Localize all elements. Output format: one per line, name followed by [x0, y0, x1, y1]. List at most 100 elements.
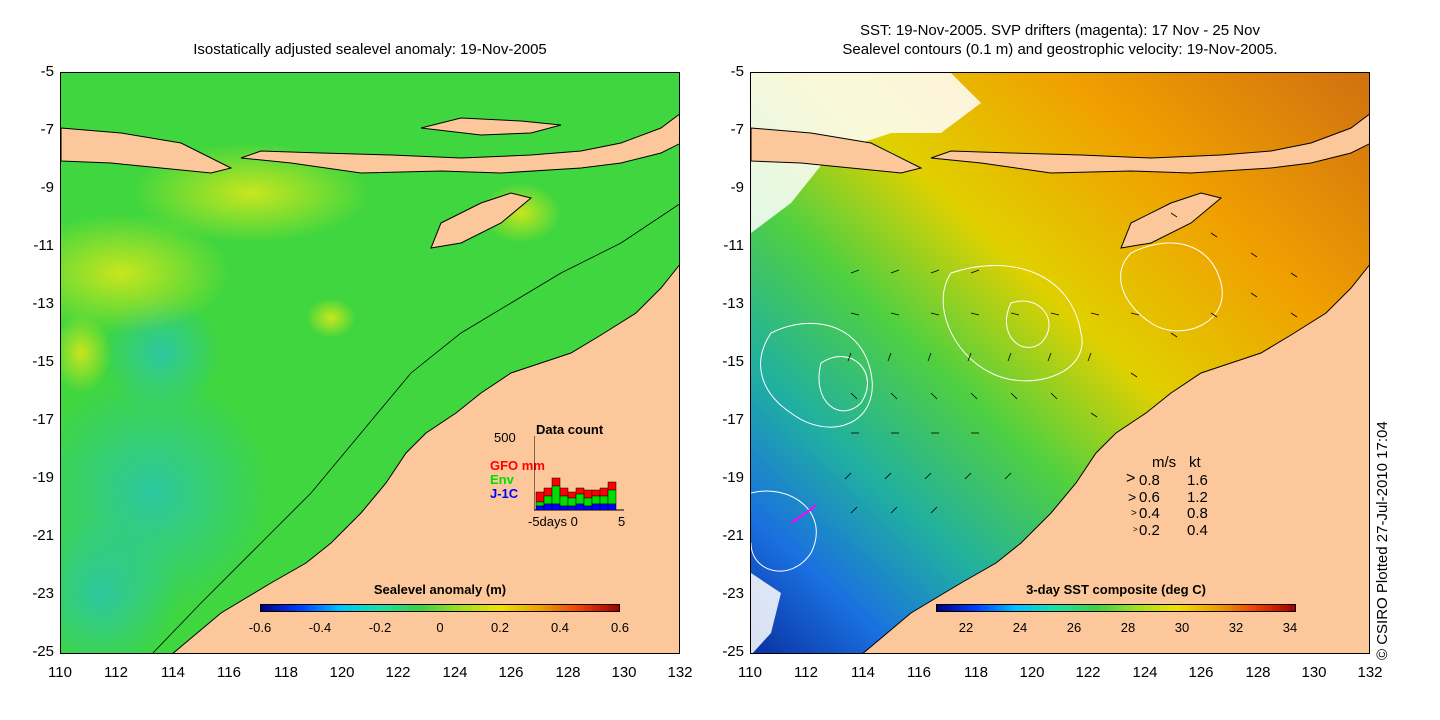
sealevel-anomaly-map[interactable] [60, 72, 680, 654]
x-tick-label: 112 [794, 664, 818, 681]
y-tick-label: -7 [40, 121, 54, 138]
java-island [61, 127, 233, 174]
legend-kt: 1.6 [1187, 472, 1208, 489]
legend-kt: 0.8 [1187, 505, 1208, 522]
svp-drifter-track [790, 504, 817, 524]
x-tick-label: 130 [1301, 664, 1327, 681]
timor-island [430, 192, 533, 249]
right-panel-title-line1: SST: 19-Nov-2005. SVP drifters (magenta)… [860, 22, 1260, 39]
data-count-bars [534, 436, 624, 511]
x-tick-label: 116 [907, 664, 931, 681]
australia-landmass [172, 264, 679, 653]
y-tick-label: -11 [723, 237, 744, 254]
y-tick-label: -15 [722, 353, 744, 370]
inset-ymax: 500 [494, 430, 516, 445]
x-tick-label: 118 [964, 664, 988, 681]
colorbar-tick: 0.4 [550, 620, 570, 635]
legend-ms: 0.8 [1139, 472, 1160, 489]
colorbar-tick: -0.4 [308, 620, 332, 635]
legend-header-ms: m/s [1152, 454, 1177, 471]
sealevel-colorbar [260, 604, 620, 612]
sst-colorbar [936, 604, 1296, 612]
sst-map-svg [751, 73, 1369, 653]
y-tick-label: -23 [32, 585, 54, 602]
y-tick-label: -5 [730, 63, 744, 80]
y-tick-label: -17 [32, 411, 54, 428]
colorbar-tick: 0 [436, 620, 444, 635]
x-tick-label: 126 [498, 664, 524, 681]
y-tick-label: -11 [33, 237, 54, 254]
y-tick-label: -7 [730, 121, 744, 138]
legend-ms: 0.6 [1139, 489, 1160, 506]
y-tick-label: -21 [32, 527, 54, 544]
colorbar-tick: 26 [1066, 620, 1082, 635]
colorbar-tick: 0.2 [490, 620, 510, 635]
shelf-contour [152, 203, 679, 653]
sealevel-colorbar-label: Sealevel anomaly (m) [373, 582, 507, 597]
colorbar-tick: 24 [1012, 620, 1028, 635]
legend-ms: 0.2 [1139, 522, 1160, 539]
x-tick-label: 132 [1357, 664, 1383, 681]
y-tick-label: -17 [722, 411, 744, 428]
sealevel-map-svg [61, 73, 679, 653]
right-panel-title-line2: Sealevel contours (0.1 m) and geostrophi… [842, 41, 1278, 58]
y-tick-label: -25 [722, 643, 744, 660]
y-tick-label: -19 [722, 469, 744, 486]
legend-kt: 1.2 [1187, 489, 1208, 506]
y-tick-label: -13 [722, 295, 744, 312]
y-tick-label: -23 [722, 585, 744, 602]
x-tick-label: 114 [851, 664, 875, 681]
y-tick-label: -9 [40, 179, 54, 196]
colorbar-tick: -0.6 [248, 620, 272, 635]
x-tick-label: 128 [1245, 664, 1271, 681]
northern-island [420, 117, 562, 136]
y-tick-label: -13 [32, 295, 54, 312]
legend-kt: 0.4 [1187, 522, 1208, 539]
sst-colorbar-label: 3-day SST composite (deg C) [1026, 582, 1206, 597]
cloud-mask [751, 573, 781, 653]
y-tick-label: -5 [40, 63, 54, 80]
australia-landmass [862, 264, 1369, 653]
high-anomaly-region [61, 213, 231, 333]
java-island [751, 127, 923, 174]
legend-header-kt: kt [1189, 454, 1201, 471]
credit-text: © CSIRO Plotted 27-Jul-2010 17:04 [1374, 421, 1391, 660]
inset-title: Data count [536, 422, 604, 437]
sst-map[interactable] [750, 72, 1370, 654]
y-tick-label: -25 [32, 643, 54, 660]
arrow-icon: > [1128, 489, 1137, 505]
colorbar-tick: 30 [1174, 620, 1190, 635]
x-tick-label: 124 [442, 664, 468, 681]
sealevel-contours [751, 242, 1223, 572]
colorbar-tick: 22 [958, 620, 974, 635]
x-tick-label: 120 [1019, 664, 1045, 681]
y-tick-label: -9 [730, 179, 744, 196]
colorbar-tick: 0.6 [610, 620, 630, 635]
high-anomaly-region [306, 298, 356, 338]
arrow-icon: > [1131, 508, 1137, 519]
x-tick-label: 122 [385, 664, 411, 681]
arrow-icon: > [1133, 525, 1138, 534]
colorbar-tick: 28 [1120, 620, 1136, 635]
x-tick-label: 120 [329, 664, 355, 681]
legend-gfo: GFO mm [490, 458, 545, 473]
x-tick-label: 110 [48, 664, 72, 681]
legend-j1c: J-1C [490, 486, 519, 501]
x-tick-label: 124 [1132, 664, 1158, 681]
timor-island [1120, 192, 1223, 249]
y-tick-label: -21 [722, 527, 744, 544]
lesser-sunda-islands [930, 113, 1369, 174]
x-tick-label: 126 [1188, 664, 1214, 681]
x-tick-label: 114 [161, 664, 185, 681]
x-tick-label: 112 [104, 664, 128, 681]
y-tick-label: -15 [32, 353, 54, 370]
high-anomaly-region [61, 313, 111, 393]
x-tick-label: 130 [611, 664, 637, 681]
x-tick-label: 116 [217, 664, 241, 681]
left-panel-title: Isostatically adjusted sealevel anomaly:… [193, 41, 547, 58]
colorbar-tick: 32 [1228, 620, 1244, 635]
x-tick-label: 128 [555, 664, 581, 681]
inset-xlabel-end: 5 [618, 514, 626, 529]
arrow-icon: > [1126, 470, 1136, 487]
y-tick-label: -19 [32, 469, 54, 486]
